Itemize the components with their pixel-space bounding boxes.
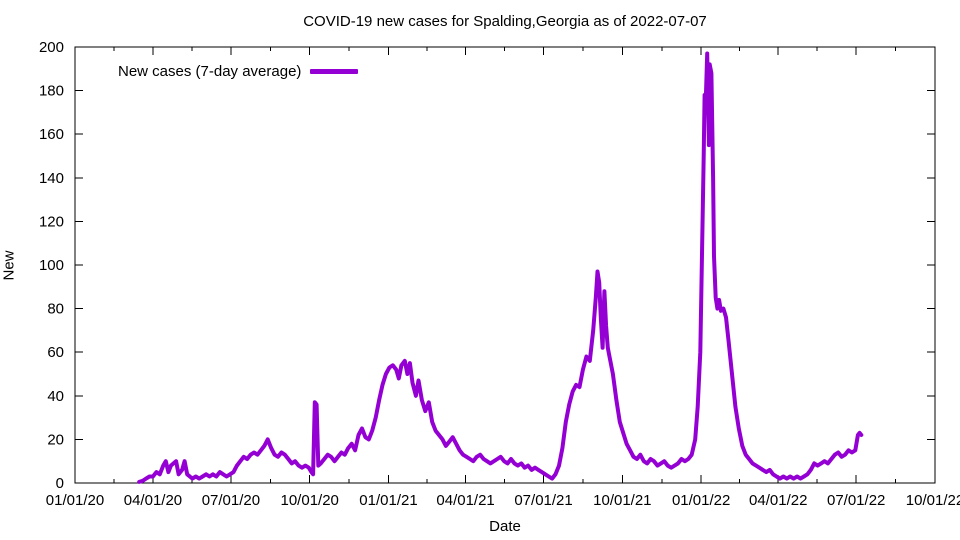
plot-border — [74, 46, 936, 484]
x-tick-label: 10/01/21 — [593, 492, 651, 509]
x-tick-label: 10/01/22 — [906, 492, 960, 509]
x-tick-label: 07/01/20 — [202, 492, 260, 509]
legend-line-swatch — [310, 68, 359, 74]
y-tick-label: 100 — [39, 257, 64, 274]
x-axis-label: Date — [489, 518, 521, 535]
x-tick-label: 01/01/20 — [46, 492, 104, 509]
x-tick-label: 07/01/22 — [827, 492, 885, 509]
chart-title: COVID-19 new cases for Spalding,Georgia … — [303, 13, 707, 30]
x-tick-label: 04/01/21 — [436, 492, 494, 509]
new-cases-line — [137, 51, 864, 484]
y-tick-label: 60 — [47, 344, 64, 361]
y-tick-label: 40 — [47, 388, 64, 405]
y-tick-label: 0 — [56, 475, 64, 492]
y-tick-label: 80 — [47, 301, 64, 318]
y-tick-label: 140 — [39, 170, 64, 187]
y-tick-label: 160 — [39, 126, 64, 143]
y-tick-label: 120 — [39, 213, 64, 230]
y-tick-label: 180 — [39, 83, 64, 100]
y-tick-label: 20 — [47, 431, 64, 448]
x-tick-label: 04/01/22 — [749, 492, 807, 509]
y-tick-label: 200 — [39, 39, 64, 56]
y-axis-label: New — [0, 250, 18, 281]
x-tick-label: 01/01/22 — [672, 492, 730, 509]
x-tick-label: 10/01/20 — [281, 492, 339, 509]
x-tick-label: 04/01/20 — [124, 492, 182, 509]
legend-label: New cases (7-day average) — [118, 62, 302, 80]
x-tick-label: 01/01/21 — [359, 492, 417, 509]
x-tick-label: 07/01/21 — [514, 492, 572, 509]
legend: New cases (7-day average) — [118, 62, 359, 80]
